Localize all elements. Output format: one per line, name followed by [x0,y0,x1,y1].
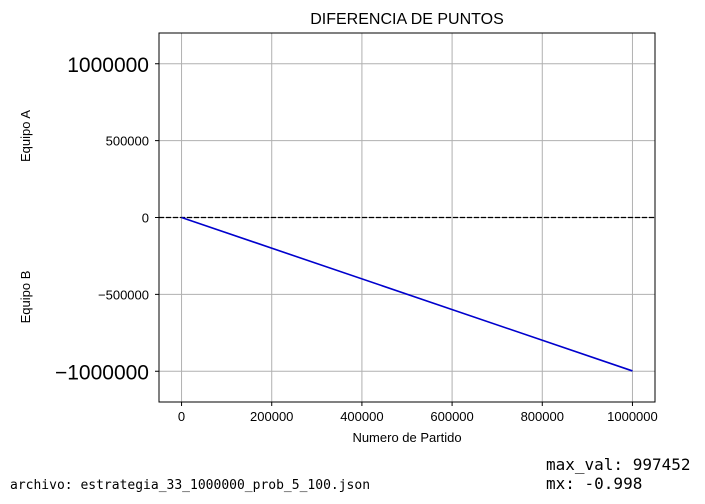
x-tick-label: 800000 [521,409,564,424]
stats-block: max_val: 997452 mx: -0.998 [546,455,691,493]
x-tick-label: 400000 [340,409,383,424]
chart-title: DIFERENCIA DE PUNTOS [310,11,504,28]
y-tick-label: −500000 [98,287,149,302]
series-layer [181,216,633,372]
y-tick-label: 0 [142,211,149,226]
x-tick-label: 600000 [430,409,473,424]
x-tick-label: 200000 [250,409,293,424]
x-axis-ticks: 0 200000 400000 600000 800000 1000000 [178,402,658,424]
x-tick-label: 0 [178,409,185,424]
y-axis-label-team-b: Equipo B [18,271,33,324]
x-axis-label: Numero de Partido [352,430,461,445]
series-line [181,216,633,372]
y-tick-label: −1000000 [55,361,149,384]
mx-text: mx: -0.998 [546,474,643,493]
y-tick-label: 1000000 [67,54,149,77]
y-axis-ticks: 1000000 500000 0 −500000 −1000000 [55,54,159,384]
max-val-text: max_val: 997452 [546,455,691,474]
file-name-note: archivo: estrategia_33_1000000_prob_5_10… [10,478,371,493]
y-axis-label-team-a: Equipo A [18,110,33,162]
x-tick-label: 1000000 [607,409,658,424]
y-tick-label: 500000 [106,134,149,149]
